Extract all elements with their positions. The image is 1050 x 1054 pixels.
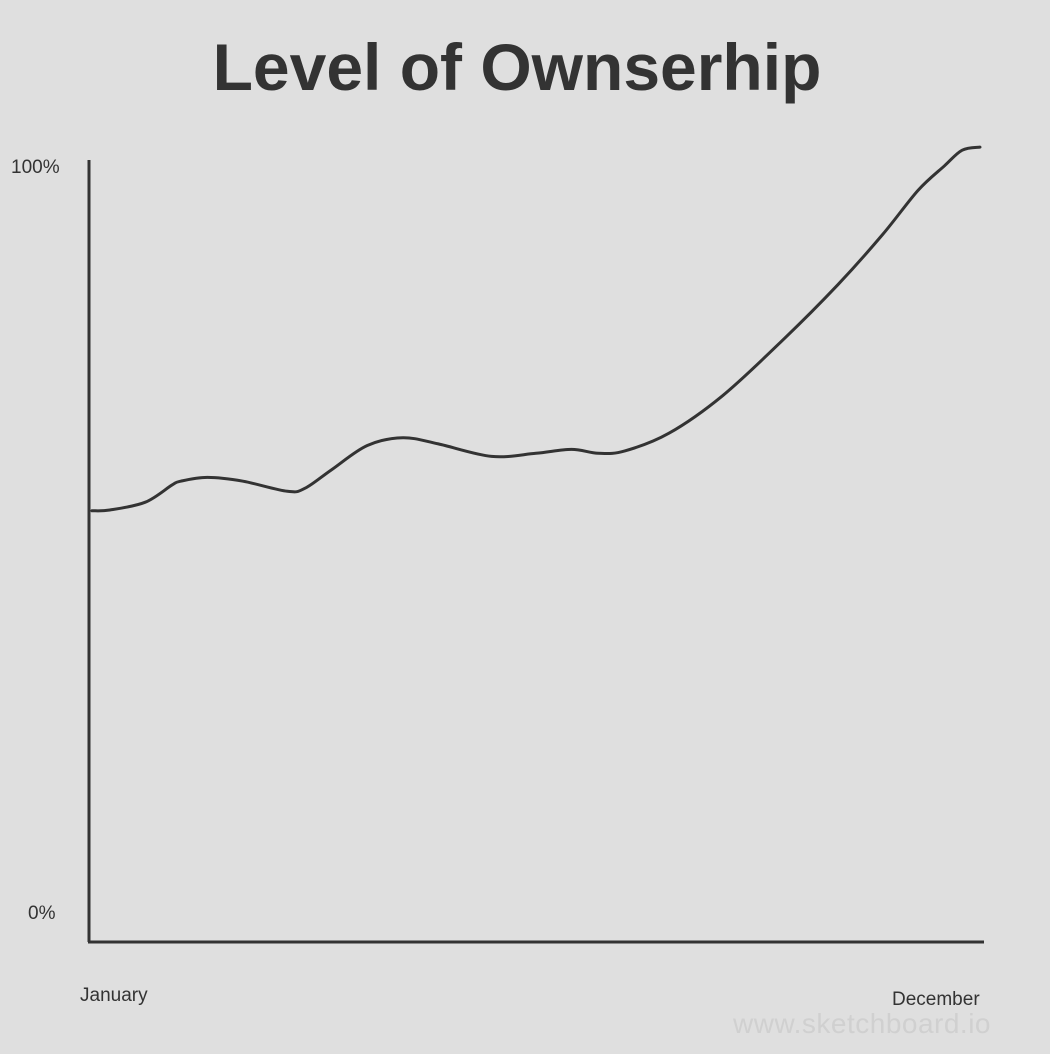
x-tick-label-end: December [892, 989, 980, 1010]
chart-title: Level of Ownserhip [212, 30, 822, 104]
watermark-text: www.sketchboard.io [733, 1008, 992, 1039]
y-tick-label-bottom: 0% [28, 903, 56, 924]
series-line-ownership [90, 145, 982, 513]
y-tick-label-top: 100% [11, 157, 60, 178]
x-tick-label-start: January [80, 985, 148, 1006]
